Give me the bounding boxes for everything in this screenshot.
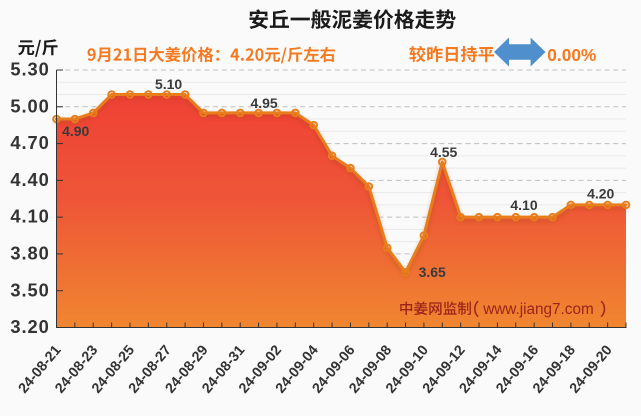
- svg-text:4.55: 4.55: [430, 144, 457, 160]
- svg-text:3.65: 3.65: [419, 264, 446, 280]
- svg-text:www.jiang7.com: www.jiang7.com: [482, 301, 594, 318]
- svg-text:0.00%: 0.00%: [547, 45, 596, 65]
- svg-text:4.10: 4.10: [10, 206, 49, 227]
- svg-text:5.00: 5.00: [10, 95, 49, 116]
- svg-text:3.20: 3.20: [10, 316, 49, 337]
- svg-text:4.40: 4.40: [10, 169, 49, 190]
- svg-text:4.90: 4.90: [62, 123, 89, 139]
- svg-text:4.70: 4.70: [10, 132, 49, 153]
- svg-text:5.10: 5.10: [155, 76, 182, 92]
- svg-text:3.50: 3.50: [10, 279, 49, 300]
- svg-text:5.30: 5.30: [10, 59, 49, 80]
- svg-text:4.95: 4.95: [250, 95, 277, 111]
- svg-text:4.10: 4.10: [510, 197, 537, 213]
- svg-text:3.80: 3.80: [10, 243, 49, 264]
- svg-text:4.20: 4.20: [587, 185, 614, 201]
